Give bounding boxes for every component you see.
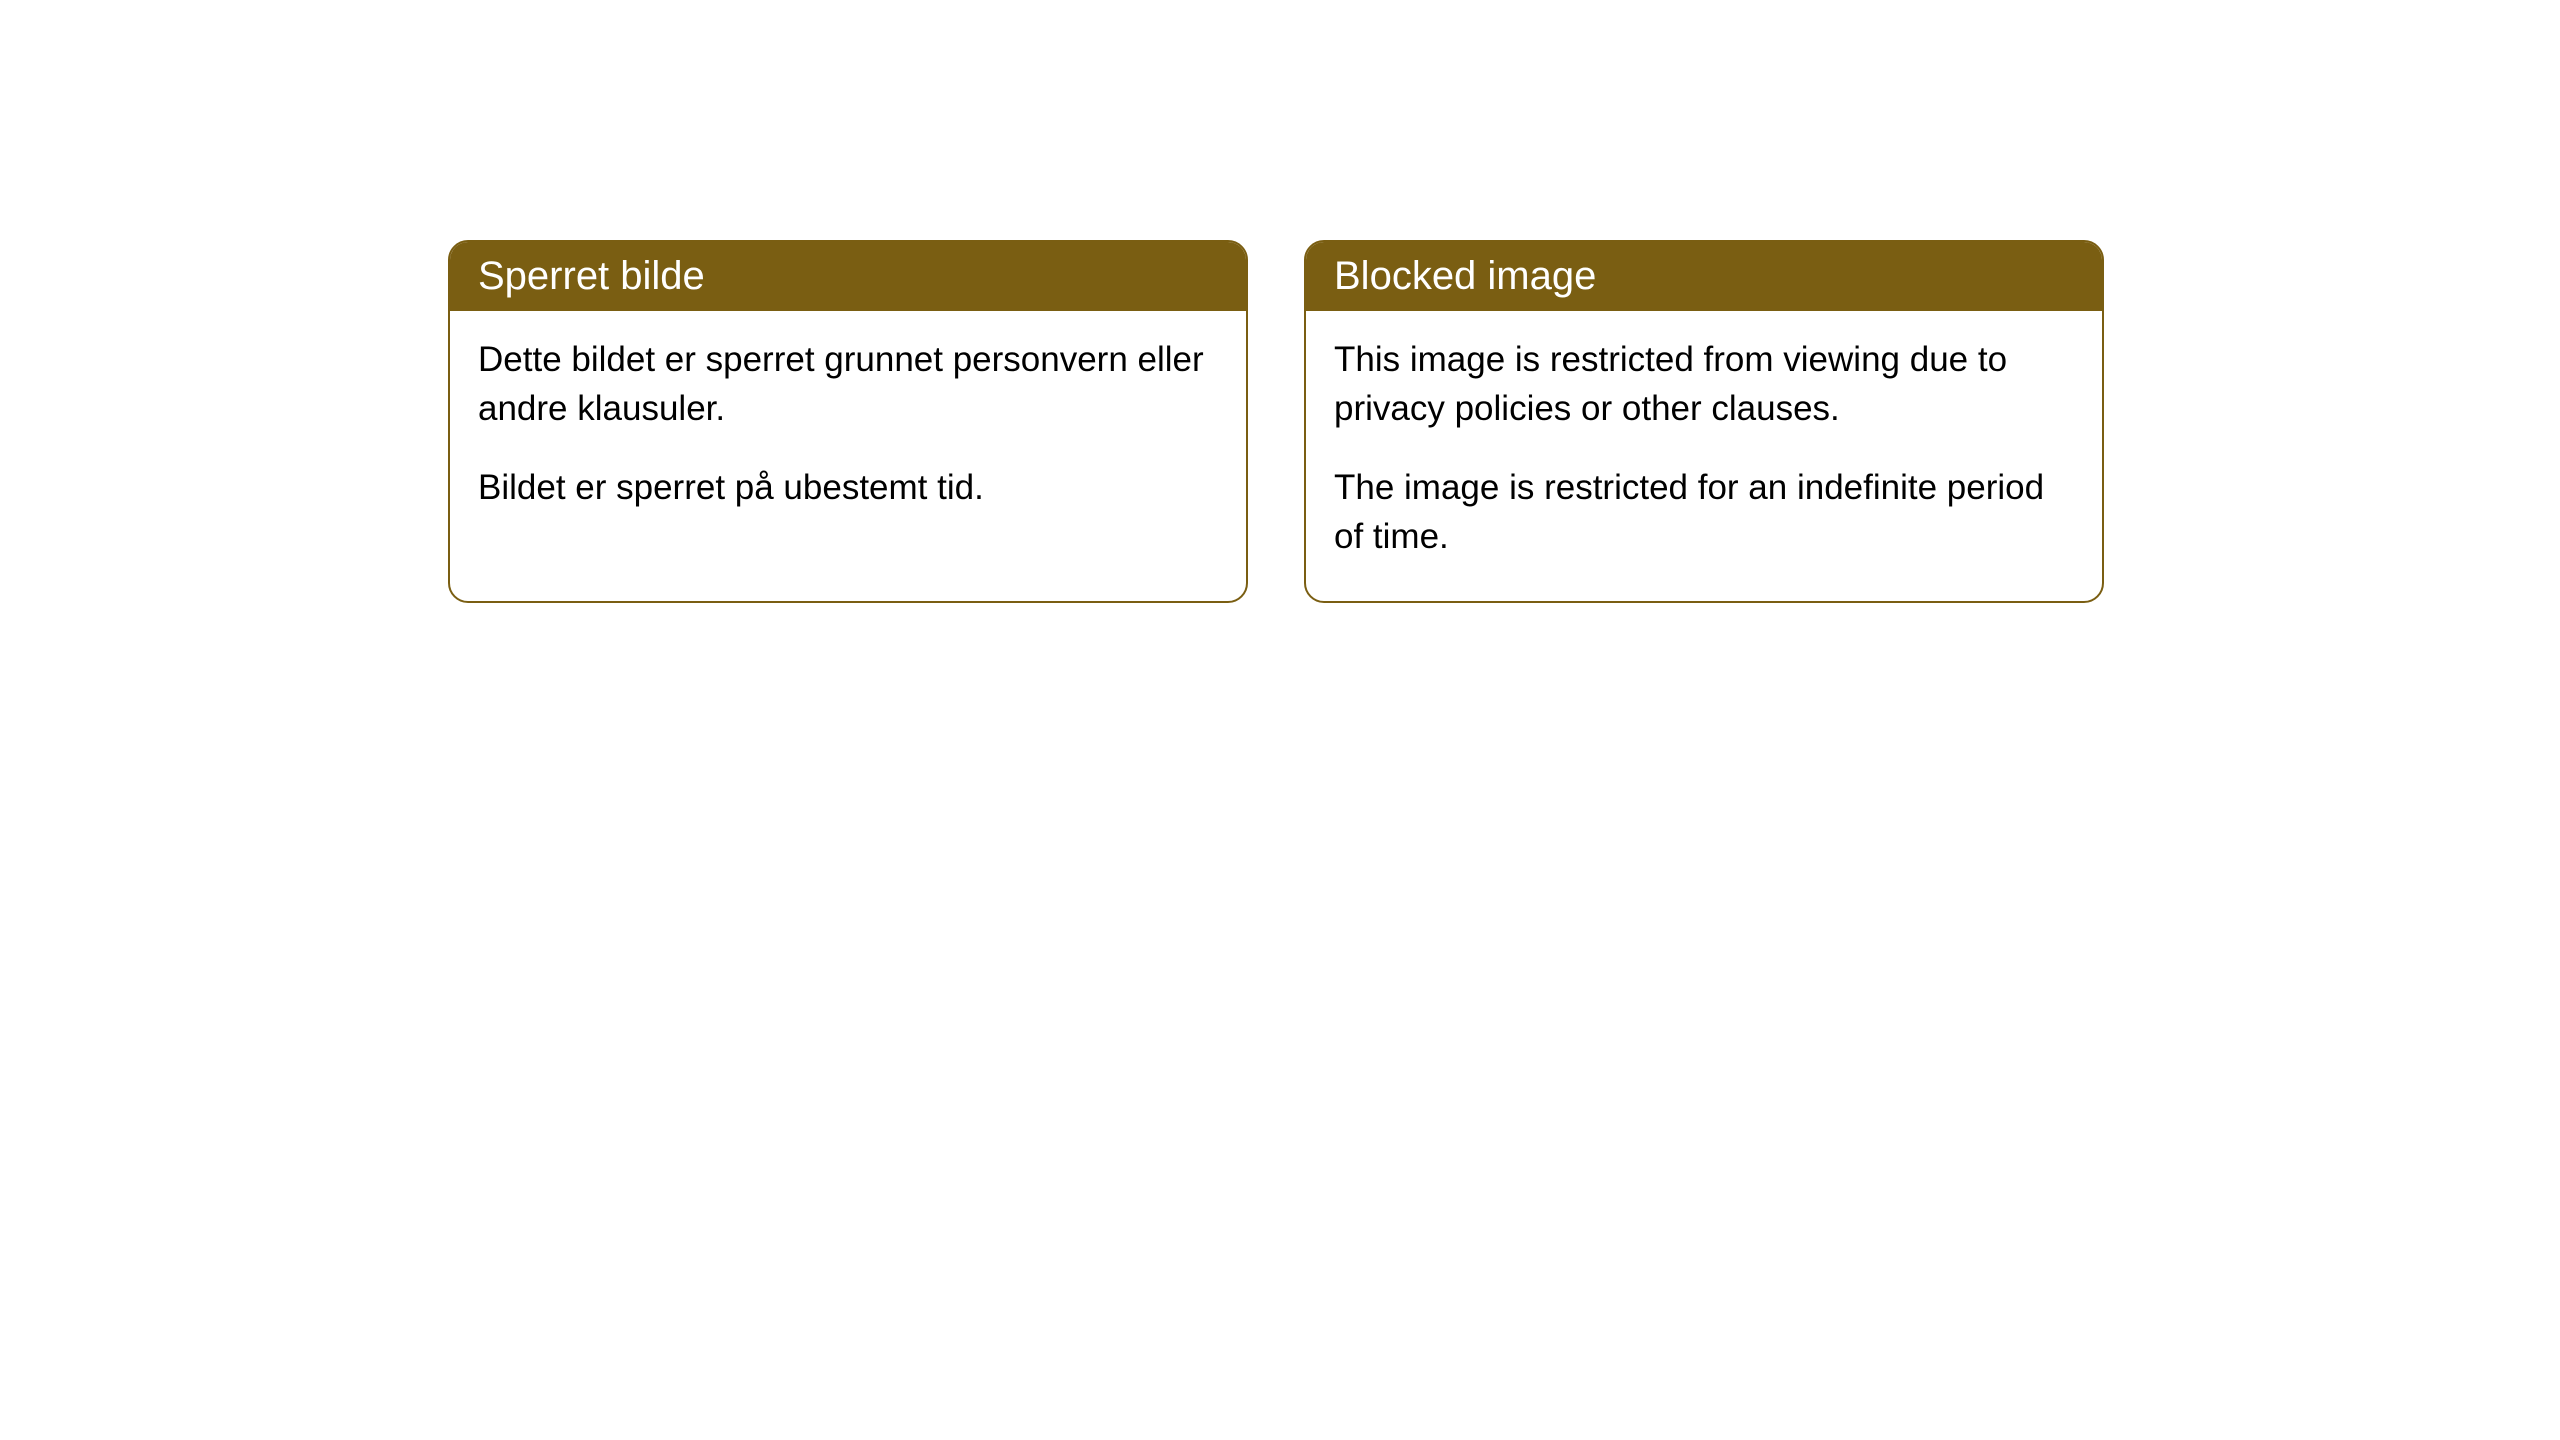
notice-card-english: Blocked image This image is restricted f… <box>1304 240 2104 603</box>
card-paragraph: The image is restricted for an indefinit… <box>1334 463 2074 561</box>
card-paragraph: Bildet er sperret på ubestemt tid. <box>478 463 1218 512</box>
card-header: Sperret bilde <box>450 242 1246 311</box>
card-body: This image is restricted from viewing du… <box>1306 311 2102 601</box>
card-header: Blocked image <box>1306 242 2102 311</box>
card-body: Dette bildet er sperret grunnet personve… <box>450 311 1246 552</box>
card-paragraph: This image is restricted from viewing du… <box>1334 335 2074 433</box>
notice-container: Sperret bilde Dette bildet er sperret gr… <box>0 0 2560 603</box>
notice-card-norwegian: Sperret bilde Dette bildet er sperret gr… <box>448 240 1248 603</box>
card-paragraph: Dette bildet er sperret grunnet personve… <box>478 335 1218 433</box>
